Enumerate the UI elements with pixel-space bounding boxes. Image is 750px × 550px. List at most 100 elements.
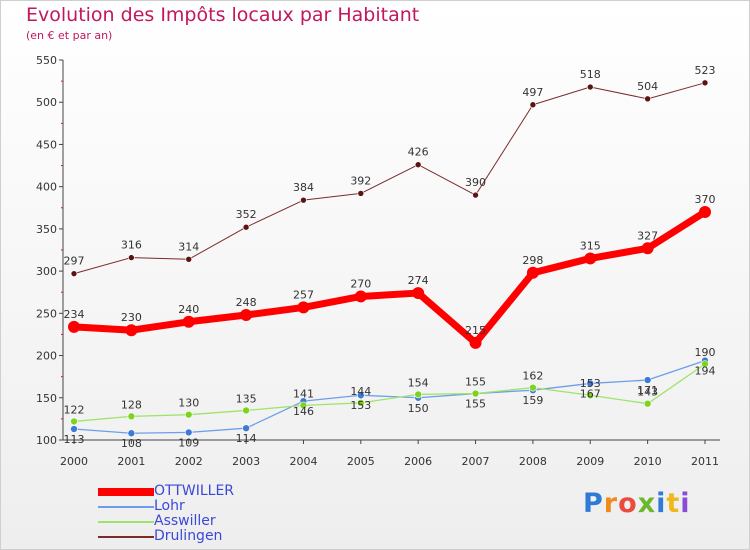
- x-tick-label: 2004: [289, 455, 317, 468]
- data-point-ottwiller: [699, 206, 711, 218]
- data-label-asswiller: 135: [236, 392, 257, 405]
- logo-letter: t: [666, 488, 681, 519]
- x-tick-label: 2005: [347, 455, 375, 468]
- data-point-ottwiller: [297, 301, 310, 314]
- data-label-lohr: 146: [293, 405, 314, 418]
- logo-letter: o: [618, 488, 638, 519]
- data-label-ottwiller: 248: [236, 296, 257, 309]
- data-label-lohr: 108: [121, 437, 142, 450]
- data-point-drulingen: [644, 95, 651, 103]
- y-tick-label: 300: [36, 265, 57, 278]
- data-point-asswiller: [471, 389, 480, 398]
- data-label-ottwiller: 370: [695, 193, 716, 206]
- legend-swatch: [98, 488, 154, 496]
- data-point-asswiller: [299, 401, 308, 410]
- data-label-asswiller: 155: [465, 376, 486, 389]
- logo-letter: x: [637, 488, 657, 519]
- legend-swatch: [98, 521, 154, 523]
- data-point-lohr: [357, 391, 365, 400]
- data-label-ottwiller: 230: [121, 311, 142, 324]
- data-label-lohr: 114: [236, 432, 257, 445]
- data-point-ottwiller: [584, 252, 597, 265]
- data-label-drulingen: 426: [408, 146, 429, 159]
- data-label-asswiller: 153: [580, 377, 601, 390]
- data-point-ottwiller: [354, 290, 367, 303]
- data-label-drulingen: 504: [637, 80, 658, 93]
- data-label-drulingen: 316: [121, 239, 142, 252]
- data-point-ottwiller: [412, 287, 425, 300]
- data-label-asswiller: 162: [522, 370, 543, 383]
- data-point-asswiller: [643, 399, 652, 408]
- data-point-asswiller: [529, 383, 537, 392]
- data-point-asswiller: [701, 360, 709, 368]
- data-label-drulingen: 497: [522, 86, 543, 99]
- legend-label: Drulingen: [154, 528, 223, 544]
- legend-label: OTTWILLER: [154, 483, 235, 499]
- data-label-ottwiller: 215: [465, 324, 486, 337]
- data-point-drulingen: [414, 161, 422, 169]
- data-label-asswiller: 141: [293, 387, 314, 400]
- data-point-asswiller: [586, 391, 595, 400]
- logo-letter: P: [583, 488, 604, 519]
- data-label-drulingen: 390: [465, 176, 486, 189]
- data-label-lohr: 113: [64, 433, 85, 446]
- data-point-lohr: [586, 379, 595, 388]
- y-tick-label: 450: [36, 138, 57, 151]
- data-point-drulingen: [128, 254, 135, 261]
- data-point-drulingen: [70, 270, 78, 277]
- x-tick-label: 2011: [691, 455, 719, 468]
- series-line-ottwiller: [73, 209, 707, 347]
- data-label-lohr: 159: [522, 394, 543, 407]
- data-label-ottwiller: 298: [522, 254, 543, 267]
- data-point-lohr: [643, 376, 652, 384]
- logo-letter: i: [656, 488, 667, 519]
- data-point-drulingen: [701, 79, 709, 87]
- series-line-lohr: [73, 360, 706, 434]
- data-point-ottwiller: [125, 324, 138, 337]
- y-tick-label: 500: [36, 96, 57, 109]
- data-label-asswiller: 122: [64, 403, 85, 416]
- logo-letter: r: [603, 488, 619, 519]
- series-line-asswiller: [73, 363, 706, 423]
- legend-label: Asswiller: [154, 513, 216, 529]
- y-tick-label: 400: [36, 181, 57, 194]
- data-label-lohr: 155: [465, 398, 486, 411]
- data-point-drulingen: [586, 83, 594, 91]
- data-label-lohr: 109: [178, 436, 199, 449]
- data-label-lohr: 171: [637, 384, 658, 397]
- data-point-asswiller: [357, 399, 365, 407]
- data-label-drulingen: 384: [293, 181, 314, 194]
- y-tick-label: 100: [36, 434, 57, 447]
- chart-title: Evolution des Impôts locaux par Habitant: [26, 4, 420, 26]
- data-point-lohr: [70, 425, 78, 433]
- data-label-asswiller: 190: [695, 346, 716, 359]
- data-point-drulingen: [185, 255, 193, 263]
- data-label-asswiller: 128: [121, 398, 142, 411]
- data-point-asswiller: [70, 417, 78, 426]
- x-tick-label: 2008: [519, 455, 547, 468]
- data-label-drulingen: 523: [695, 64, 716, 77]
- x-tick-label: 2007: [462, 455, 490, 468]
- series-line-drulingen: [73, 82, 706, 275]
- data-label-ottwiller: 240: [178, 303, 199, 316]
- legend-swatch: [98, 536, 154, 538]
- legend-swatch: [98, 506, 154, 508]
- x-tick-label: 2006: [404, 455, 432, 468]
- x-tick-label: 2009: [576, 455, 604, 468]
- data-label-ottwiller: 257: [293, 288, 314, 301]
- data-point-asswiller: [414, 390, 422, 399]
- data-point-ottwiller: [526, 266, 539, 279]
- y-tick-label: 150: [36, 392, 57, 405]
- data-label-lohr: 167: [580, 387, 601, 400]
- x-tick-label: 2003: [232, 455, 260, 468]
- legend-label: Lohr: [154, 498, 185, 514]
- data-point-ottwiller: [68, 320, 80, 333]
- data-point-asswiller: [127, 412, 136, 421]
- data-label-drulingen: 314: [178, 240, 199, 253]
- data-point-drulingen: [357, 190, 365, 197]
- data-label-asswiller: 130: [178, 397, 199, 410]
- proxiti-logo: Proxiti: [583, 488, 691, 519]
- y-tick-label: 550: [36, 54, 57, 67]
- data-point-asswiller: [184, 410, 193, 419]
